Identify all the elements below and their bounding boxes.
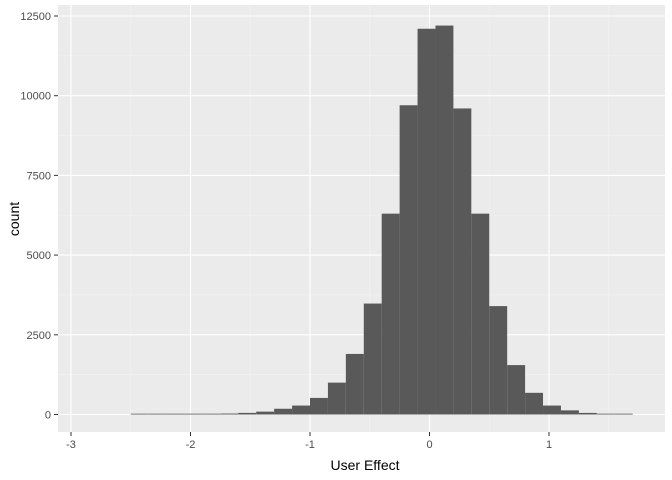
histogram-bar	[507, 365, 526, 415]
x-axis-ticks: -3 -2 -1 0 1	[66, 432, 552, 451]
histogram-bar	[130, 413, 149, 415]
histogram-bar	[220, 413, 239, 415]
histogram-bar	[453, 108, 472, 415]
histogram-bar	[525, 392, 544, 415]
histogram-bar	[471, 213, 490, 415]
histogram-bar	[614, 413, 633, 415]
histogram-bar	[310, 397, 328, 415]
y-tick-label: 0	[45, 410, 51, 422]
histogram-bar	[327, 382, 346, 415]
x-tick-label: 0	[426, 439, 432, 451]
y-tick-label: 2500	[27, 330, 51, 342]
histogram-bar	[560, 410, 579, 415]
histogram-bar	[578, 412, 597, 415]
x-tick-label: -3	[66, 439, 76, 451]
histogram-bar	[256, 411, 275, 415]
histogram-bar	[238, 412, 257, 415]
x-tick-label: 1	[546, 439, 552, 451]
histogram-bar	[543, 405, 561, 415]
histogram-bar	[292, 405, 310, 415]
histogram-bars	[130, 25, 633, 415]
y-tick-label: 5000	[27, 250, 51, 262]
histogram-bar	[489, 306, 508, 415]
x-axis-title: User Effect	[331, 457, 400, 473]
x-tick-label: -1	[305, 439, 315, 451]
histogram-bar	[399, 105, 418, 415]
histogram-bar	[417, 28, 436, 415]
histogram-bar	[184, 413, 203, 415]
y-axis-ticks: 0 2500 5000 7500 10000 12500	[20, 11, 58, 422]
histogram-bar	[166, 413, 185, 415]
y-tick-label: 10000	[20, 91, 51, 103]
x-tick-label: -2	[186, 439, 196, 451]
histogram-bar	[381, 213, 400, 415]
histogram-bar	[345, 353, 364, 415]
y-axis-title: count	[6, 202, 22, 236]
histogram-bar	[148, 413, 167, 415]
histogram-bar	[274, 408, 293, 415]
histogram-bar	[435, 25, 454, 415]
y-tick-label: 7500	[27, 170, 51, 182]
histogram-bar	[363, 303, 382, 415]
histogram-bar	[202, 413, 221, 415]
histogram-bar	[596, 413, 615, 415]
y-tick-label: 12500	[20, 11, 51, 23]
